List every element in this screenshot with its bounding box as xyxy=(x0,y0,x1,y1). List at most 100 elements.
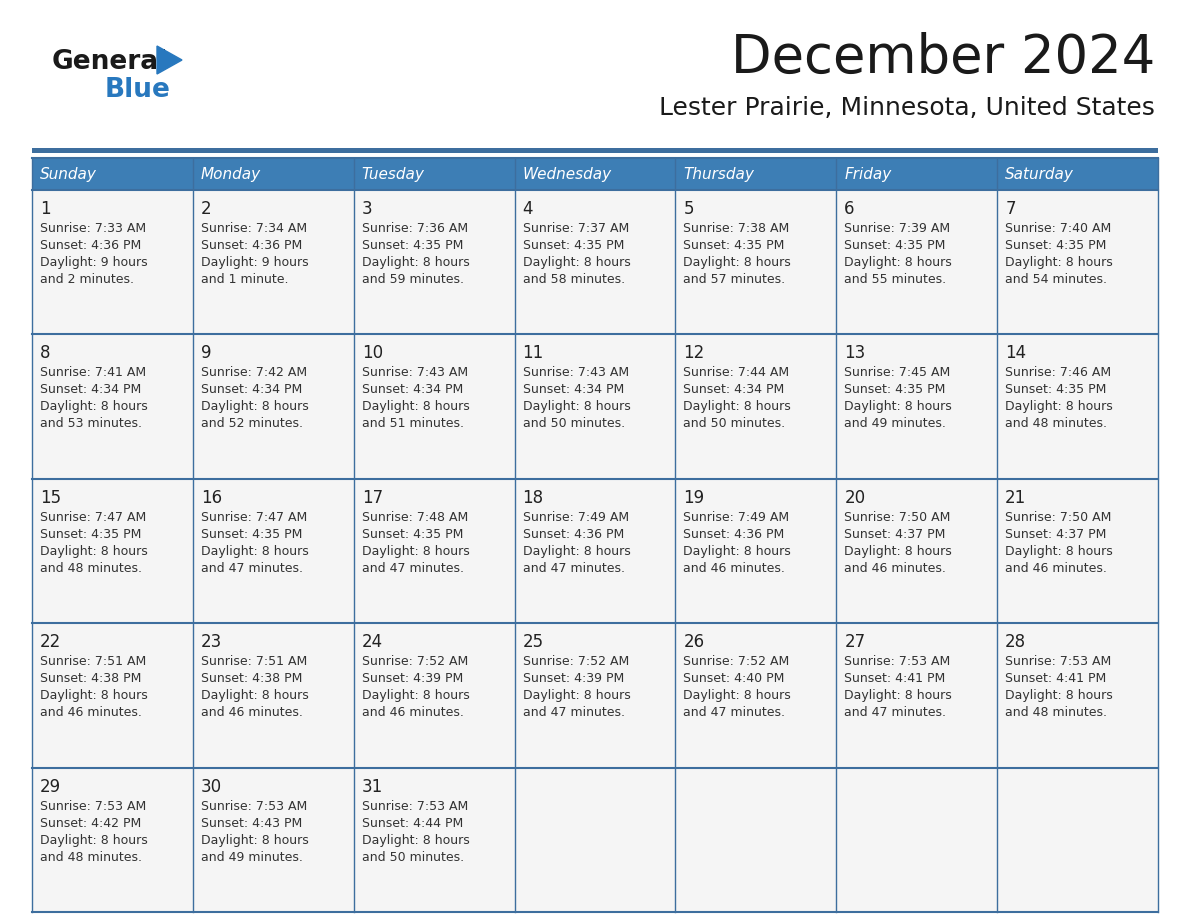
Bar xyxy=(192,334,354,479)
Text: and 57 minutes.: and 57 minutes. xyxy=(683,273,785,286)
Bar xyxy=(997,479,1158,623)
Text: 24: 24 xyxy=(361,633,383,651)
Text: and 50 minutes.: and 50 minutes. xyxy=(523,418,625,431)
Text: and 2 minutes.: and 2 minutes. xyxy=(40,273,134,286)
Text: and 46 minutes.: and 46 minutes. xyxy=(1005,562,1107,575)
Text: Sunrise: 7:44 AM: Sunrise: 7:44 AM xyxy=(683,366,790,379)
Bar xyxy=(514,623,676,767)
Text: Sunrise: 7:50 AM: Sunrise: 7:50 AM xyxy=(845,510,950,524)
Bar xyxy=(676,334,836,479)
Bar xyxy=(514,767,676,912)
Text: and 46 minutes.: and 46 minutes. xyxy=(361,706,463,719)
Text: Sunrise: 7:43 AM: Sunrise: 7:43 AM xyxy=(361,366,468,379)
Text: Daylight: 8 hours: Daylight: 8 hours xyxy=(201,689,309,702)
Text: Sunset: 4:35 PM: Sunset: 4:35 PM xyxy=(1005,239,1106,252)
Text: Daylight: 8 hours: Daylight: 8 hours xyxy=(683,689,791,702)
Bar xyxy=(676,479,836,623)
Text: Sunrise: 7:42 AM: Sunrise: 7:42 AM xyxy=(201,366,307,379)
Text: Sunset: 4:37 PM: Sunset: 4:37 PM xyxy=(845,528,946,541)
Text: Sunset: 4:35 PM: Sunset: 4:35 PM xyxy=(523,239,624,252)
Text: Sunset: 4:37 PM: Sunset: 4:37 PM xyxy=(1005,528,1106,541)
Bar xyxy=(514,479,676,623)
Bar xyxy=(997,767,1158,912)
Text: Saturday: Saturday xyxy=(1005,166,1074,182)
Text: Sunset: 4:39 PM: Sunset: 4:39 PM xyxy=(361,672,463,685)
Text: Daylight: 8 hours: Daylight: 8 hours xyxy=(845,400,952,413)
Text: Daylight: 8 hours: Daylight: 8 hours xyxy=(361,544,469,558)
Bar xyxy=(32,190,192,334)
Text: and 47 minutes.: and 47 minutes. xyxy=(845,706,947,719)
Text: 21: 21 xyxy=(1005,488,1026,507)
Text: Tuesday: Tuesday xyxy=(361,166,424,182)
Text: and 52 minutes.: and 52 minutes. xyxy=(201,418,303,431)
Bar xyxy=(192,158,354,190)
Bar xyxy=(32,158,192,190)
Polygon shape xyxy=(157,46,182,74)
Text: Friday: Friday xyxy=(845,166,891,182)
Text: 14: 14 xyxy=(1005,344,1026,363)
Text: and 46 minutes.: and 46 minutes. xyxy=(683,562,785,575)
Text: Sunrise: 7:49 AM: Sunrise: 7:49 AM xyxy=(683,510,790,524)
Text: Daylight: 8 hours: Daylight: 8 hours xyxy=(523,400,631,413)
Text: 7: 7 xyxy=(1005,200,1016,218)
Text: Sunrise: 7:51 AM: Sunrise: 7:51 AM xyxy=(201,655,308,668)
Text: Daylight: 8 hours: Daylight: 8 hours xyxy=(361,256,469,269)
Text: Sunrise: 7:40 AM: Sunrise: 7:40 AM xyxy=(1005,222,1112,235)
Text: and 47 minutes.: and 47 minutes. xyxy=(201,562,303,575)
Text: Sunset: 4:44 PM: Sunset: 4:44 PM xyxy=(361,817,463,830)
Text: Sunset: 4:35 PM: Sunset: 4:35 PM xyxy=(361,528,463,541)
Text: and 54 minutes.: and 54 minutes. xyxy=(1005,273,1107,286)
Bar xyxy=(514,158,676,190)
Text: Sunset: 4:36 PM: Sunset: 4:36 PM xyxy=(683,528,785,541)
Text: Sunset: 4:35 PM: Sunset: 4:35 PM xyxy=(1005,384,1106,397)
Text: and 47 minutes.: and 47 minutes. xyxy=(361,562,463,575)
Text: Sunrise: 7:52 AM: Sunrise: 7:52 AM xyxy=(683,655,790,668)
Text: Sunday: Sunday xyxy=(40,166,97,182)
Text: Sunset: 4:36 PM: Sunset: 4:36 PM xyxy=(523,528,624,541)
Bar xyxy=(514,190,676,334)
Text: General: General xyxy=(52,49,169,75)
Text: and 53 minutes.: and 53 minutes. xyxy=(40,418,143,431)
Text: Sunrise: 7:52 AM: Sunrise: 7:52 AM xyxy=(523,655,628,668)
Text: 26: 26 xyxy=(683,633,704,651)
Text: Daylight: 8 hours: Daylight: 8 hours xyxy=(40,689,147,702)
Text: 19: 19 xyxy=(683,488,704,507)
Text: Sunrise: 7:53 AM: Sunrise: 7:53 AM xyxy=(361,800,468,812)
Text: Sunset: 4:39 PM: Sunset: 4:39 PM xyxy=(523,672,624,685)
Text: Sunrise: 7:33 AM: Sunrise: 7:33 AM xyxy=(40,222,146,235)
Bar xyxy=(836,158,997,190)
Text: Daylight: 8 hours: Daylight: 8 hours xyxy=(201,834,309,846)
Text: Sunrise: 7:36 AM: Sunrise: 7:36 AM xyxy=(361,222,468,235)
Text: and 47 minutes.: and 47 minutes. xyxy=(523,562,625,575)
Text: 18: 18 xyxy=(523,488,544,507)
Text: Sunset: 4:35 PM: Sunset: 4:35 PM xyxy=(361,239,463,252)
Bar xyxy=(32,479,192,623)
Text: and 59 minutes.: and 59 minutes. xyxy=(361,273,463,286)
Text: Sunset: 4:36 PM: Sunset: 4:36 PM xyxy=(40,239,141,252)
Bar xyxy=(676,190,836,334)
Text: 13: 13 xyxy=(845,344,866,363)
Bar xyxy=(997,334,1158,479)
Text: 31: 31 xyxy=(361,778,383,796)
Bar xyxy=(32,767,192,912)
Text: Sunset: 4:36 PM: Sunset: 4:36 PM xyxy=(201,239,302,252)
Text: Sunset: 4:41 PM: Sunset: 4:41 PM xyxy=(845,672,946,685)
Text: Sunrise: 7:47 AM: Sunrise: 7:47 AM xyxy=(40,510,146,524)
Text: Sunrise: 7:53 AM: Sunrise: 7:53 AM xyxy=(1005,655,1112,668)
Text: Sunrise: 7:46 AM: Sunrise: 7:46 AM xyxy=(1005,366,1111,379)
Bar xyxy=(354,767,514,912)
Text: Sunrise: 7:41 AM: Sunrise: 7:41 AM xyxy=(40,366,146,379)
Text: 11: 11 xyxy=(523,344,544,363)
Bar xyxy=(997,158,1158,190)
Text: Sunset: 4:34 PM: Sunset: 4:34 PM xyxy=(683,384,785,397)
Text: Daylight: 8 hours: Daylight: 8 hours xyxy=(40,544,147,558)
Text: and 46 minutes.: and 46 minutes. xyxy=(201,706,303,719)
Text: Daylight: 8 hours: Daylight: 8 hours xyxy=(361,400,469,413)
Bar xyxy=(354,334,514,479)
Text: and 49 minutes.: and 49 minutes. xyxy=(201,851,303,864)
Text: Sunrise: 7:47 AM: Sunrise: 7:47 AM xyxy=(201,510,308,524)
Bar xyxy=(836,479,997,623)
Text: Sunrise: 7:53 AM: Sunrise: 7:53 AM xyxy=(845,655,950,668)
Text: Sunset: 4:43 PM: Sunset: 4:43 PM xyxy=(201,817,302,830)
Text: Sunrise: 7:53 AM: Sunrise: 7:53 AM xyxy=(40,800,146,812)
